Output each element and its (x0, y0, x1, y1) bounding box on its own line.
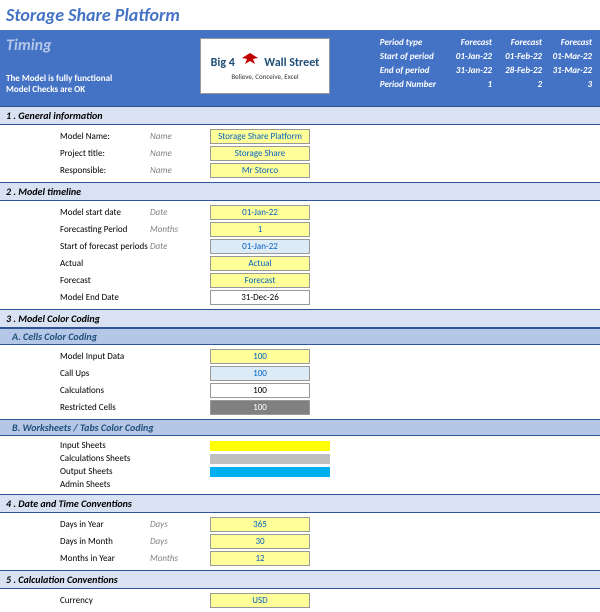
logo-brand-right: Wall Street (264, 56, 319, 70)
table-row: Input Sheets (0, 439, 600, 452)
table-row: Output Sheets (0, 465, 600, 478)
logo-tagline: Believe, Conceive, Excel (231, 72, 298, 81)
strip-white (210, 480, 330, 490)
table-row: Forecasting PeriodMonths1 (0, 221, 600, 238)
table-row: Restricted Cells100 (0, 399, 600, 416)
table-row: Model start dateDate01-Jan-22 (0, 204, 600, 221)
project-title-cell[interactable]: Storage Share (210, 146, 310, 161)
table-row: Model End Date31-Dec-26 (0, 289, 600, 306)
logo: Big 4 Wall Street Believe, Conceive, Exc… (200, 38, 330, 94)
lbl-end: End of period (380, 64, 436, 78)
section-general: 1 . General information (0, 106, 600, 125)
table-row: Admin Sheets (0, 478, 600, 491)
strip-blue (210, 467, 330, 477)
lbl-num: Period Number (380, 78, 436, 92)
period-col-1: Forecast 01-Jan-22 31-Jan-22 1 (444, 36, 494, 92)
table-row: Project title:NameStorage Share (0, 145, 600, 162)
lbl-start: Start of period (380, 50, 436, 64)
table-row: Responsible:NameMr Storco (0, 162, 600, 179)
strip-yellow (210, 441, 330, 451)
header-band: Timing The Model is fully functional Mod… (0, 30, 600, 106)
table-row: Months in YearMonths12 (0, 550, 600, 567)
table-row: Days in MonthDays30 (0, 533, 600, 550)
table-row: ActualActual (0, 255, 600, 272)
table-row: ForecastForecast (0, 272, 600, 289)
period-labels: Period type Start of period End of perio… (380, 36, 444, 92)
eagle-icon (240, 52, 260, 66)
strip-gray (210, 454, 330, 464)
period-col-3: Forecast 01-Mar-22 31-Mar-22 3 (544, 36, 594, 92)
period-col-2: Forecast 01-Feb-22 28-Feb-22 2 (494, 36, 544, 92)
responsible-cell[interactable]: Mr Storco (210, 163, 310, 178)
table-row: Days in YearDays365 (0, 516, 600, 533)
table-row: Start of forecast periodsDate01-Jan-22 (0, 238, 600, 255)
table-row: CurrencyUSD (0, 592, 600, 609)
section-color-coding: 3 . Model Color Coding (0, 309, 600, 328)
table-row: Calculations100 (0, 382, 600, 399)
table-row: Call Ups100 (0, 365, 600, 382)
subsection-cells: A. Cells Color Coding (0, 328, 600, 345)
table-row: Model Input Data100 (0, 348, 600, 365)
table-row: Model Name:NameStorage Share Platform (0, 128, 600, 145)
section-calc-conventions: 5 . Calculation Conventions (0, 570, 600, 589)
periods-grid: Period type Start of period End of perio… (380, 36, 594, 92)
model-name-cell[interactable]: Storage Share Platform (210, 129, 310, 144)
logo-brand-left: Big 4 (211, 56, 235, 70)
lbl-period-type: Period type (380, 36, 436, 50)
app-title: Storage Share Platform (0, 0, 600, 30)
section-timeline: 2 . Model timeline (0, 182, 600, 201)
section-date-time: 4 . Date and Time Conventions (0, 494, 600, 513)
table-row: Calculations Sheets (0, 452, 600, 465)
subsection-worksheets: B. Worksheets / Tabs Color Coding (0, 419, 600, 436)
